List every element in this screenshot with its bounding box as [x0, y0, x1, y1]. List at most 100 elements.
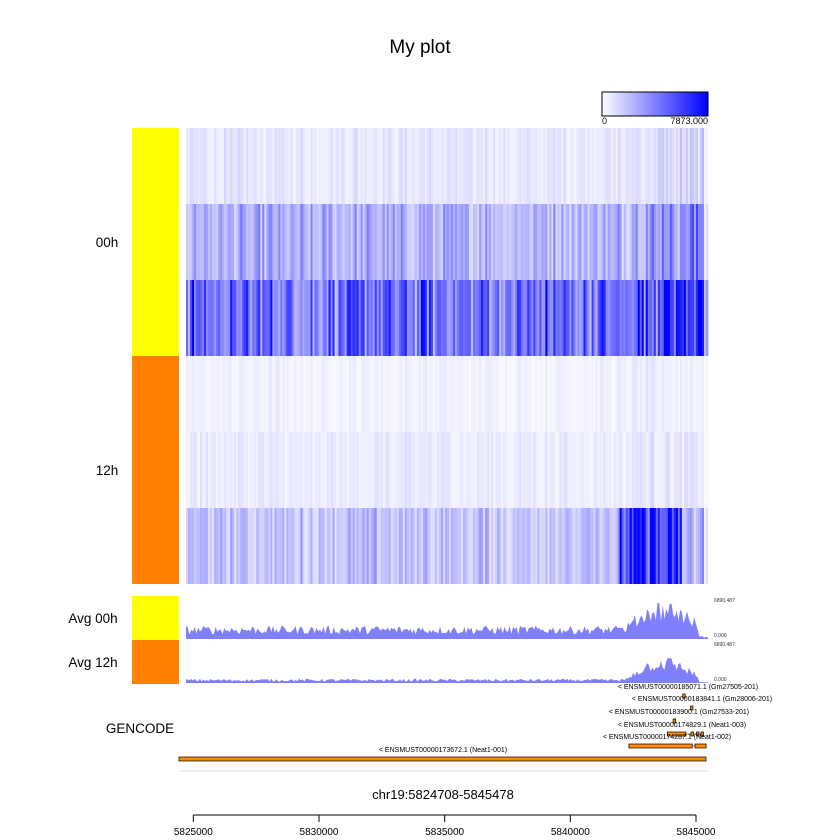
heatmap-cell — [260, 204, 263, 280]
heatmap-cell — [442, 280, 446, 356]
heatmap-cell — [332, 280, 335, 356]
heatmap-cell — [346, 508, 349, 584]
heatmap-cell — [647, 356, 651, 432]
heatmap-cell — [378, 432, 382, 508]
heatmap-cell — [511, 280, 514, 356]
heatmap-cell — [288, 280, 291, 356]
heatmap-cell — [463, 432, 466, 508]
heatmap-cell — [521, 280, 524, 356]
heatmap-cell — [653, 128, 657, 204]
heatmap-cell — [290, 204, 293, 280]
heatmap-cell — [469, 280, 472, 356]
heatmap-cell — [382, 128, 386, 204]
transcript-exon — [628, 743, 693, 749]
group-color-bar-00h — [132, 128, 179, 356]
heatmap-cell — [673, 508, 677, 584]
heatmap-cell — [537, 128, 540, 204]
heatmap-cell — [240, 280, 243, 356]
heatmap-cell — [597, 280, 600, 356]
heatmap-cell — [374, 204, 378, 280]
heatmap-cell — [352, 280, 355, 356]
heatmap-cell — [661, 432, 665, 508]
heatmap-cell — [406, 356, 410, 432]
heatmap-cell — [298, 280, 301, 356]
heatmap-cell — [272, 128, 275, 204]
heatmap-cell — [569, 356, 572, 432]
transcript-2: < ENSMUST00000183841.1 (Gm28006-201) — [632, 696, 772, 711]
heatmap-cell — [555, 432, 558, 508]
heatmap-cell — [334, 508, 337, 584]
heatmap-cell — [687, 432, 691, 508]
heatmap-cell — [286, 280, 289, 356]
heatmap-cell — [621, 280, 625, 356]
heatmap-cell — [525, 204, 528, 280]
heatmap-cell — [286, 508, 289, 584]
heatmap-cell — [447, 204, 450, 280]
heatmap-cell — [224, 280, 227, 356]
heatmap-cell — [362, 204, 366, 280]
transcript-exon — [690, 731, 694, 737]
heatmap-cell — [372, 356, 376, 432]
heatmap-cell — [483, 432, 486, 508]
heatmap-cell — [246, 128, 249, 204]
heatmap-cell — [382, 280, 386, 356]
heatmap-cell — [643, 204, 647, 280]
heatmap-cell — [513, 280, 516, 356]
heatmap-cell — [459, 432, 462, 508]
heatmap-cell — [274, 356, 277, 432]
heatmap-cell — [685, 508, 689, 584]
heatmap-cell — [653, 432, 657, 508]
heatmap-cell — [262, 128, 265, 204]
heatmap-cell — [386, 280, 390, 356]
heatmap-cell — [436, 204, 440, 280]
heatmap-cell — [663, 280, 667, 356]
heatmap-cell — [282, 432, 285, 508]
heatmap-cell — [214, 128, 217, 204]
heatmap-cell — [579, 508, 582, 584]
heatmap-cell — [505, 356, 508, 432]
heatmap-cell — [557, 356, 560, 432]
heatmap-cell — [505, 432, 508, 508]
heatmap-cell — [543, 356, 546, 432]
heatmap-cell — [440, 204, 444, 280]
heatmap-cell — [489, 356, 492, 432]
heatmap-cell — [499, 432, 502, 508]
heatmap-cell — [424, 508, 428, 584]
heatmap-cell — [685, 128, 689, 204]
heatmap-cell — [549, 280, 552, 356]
heatmap-cell — [244, 508, 247, 584]
heatmap-cell — [276, 280, 279, 356]
heatmap-cell — [615, 508, 619, 584]
heatmap-cell — [236, 508, 239, 584]
heatmap-cell — [653, 356, 657, 432]
heatmap-cell — [703, 432, 707, 508]
plot-title: My plot — [389, 37, 451, 58]
heatmap-cell — [561, 508, 564, 584]
heatmap-cell — [270, 280, 273, 356]
heatmap-cell — [250, 356, 253, 432]
heatmap-cell — [517, 204, 520, 280]
heatmap-cell — [416, 204, 420, 280]
heatmap-cell — [198, 508, 201, 584]
heatmap-cell — [418, 356, 422, 432]
heatmap-cell — [260, 432, 263, 508]
heatmap-cell — [400, 128, 404, 204]
heatmap-cell — [697, 128, 701, 204]
heatmap-cell — [571, 128, 574, 204]
heatmap-cell — [208, 128, 211, 204]
heatmap-cell — [288, 508, 291, 584]
heatmap-cell — [499, 128, 502, 204]
heatmap-cell — [434, 280, 438, 356]
heatmap-cell — [246, 356, 249, 432]
heatmap-cell — [467, 280, 470, 356]
heatmap-cell — [332, 128, 335, 204]
heatmap-cell — [242, 280, 245, 356]
heatmap-cell — [374, 432, 378, 508]
heatmap-cell — [697, 356, 701, 432]
heatmap-cell — [451, 356, 454, 432]
heatmap-cell — [310, 204, 313, 280]
heatmap-cell — [483, 356, 486, 432]
heatmap-cell — [306, 432, 309, 508]
heatmap-body — [186, 128, 709, 584]
heatmap-cell — [354, 204, 358, 280]
